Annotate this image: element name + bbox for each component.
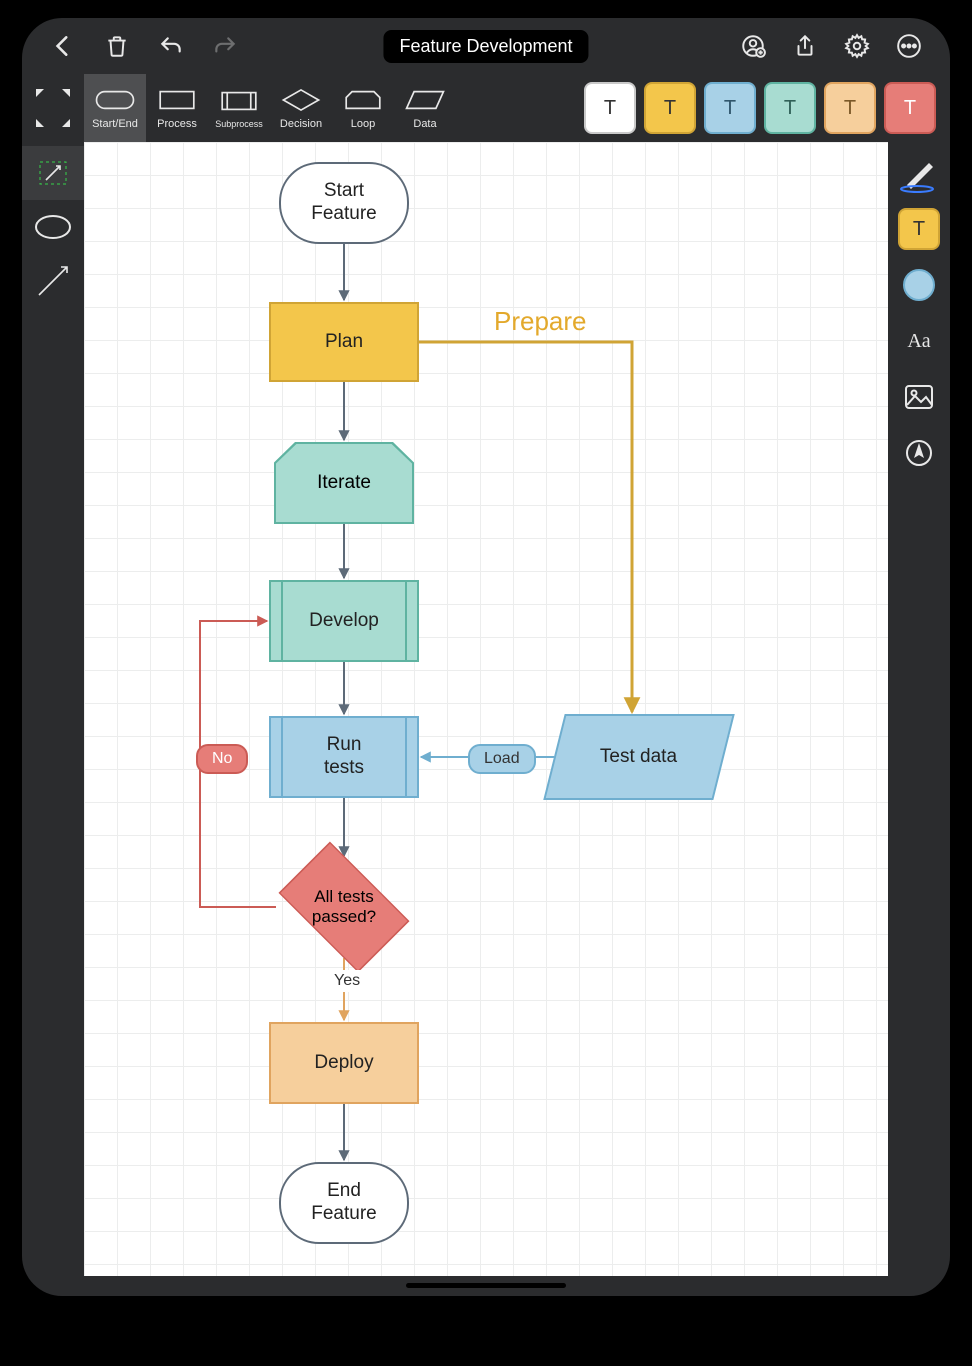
ellipse-tool[interactable]: [22, 200, 84, 254]
shape-startend[interactable]: Start/End: [84, 74, 146, 142]
shape-decision[interactable]: Decision: [270, 74, 332, 142]
font-tool[interactable]: Aa: [898, 320, 940, 362]
fill-style-tool[interactable]: [898, 264, 940, 306]
line-tool[interactable]: [22, 254, 84, 308]
swatch-0[interactable]: T: [584, 82, 636, 134]
redo-icon[interactable]: [212, 33, 238, 59]
swatch-4[interactable]: T: [824, 82, 876, 134]
home-indicator: [406, 1283, 566, 1288]
text-style-tool[interactable]: T: [898, 208, 940, 250]
edge-label[interactable]: Yes: [324, 970, 370, 992]
shape-data[interactable]: Data: [394, 74, 456, 142]
edge-label[interactable]: No: [196, 744, 248, 774]
trash-icon[interactable]: [104, 33, 130, 59]
swatch-5[interactable]: T: [884, 82, 936, 134]
profile-icon[interactable]: [740, 33, 766, 59]
canvas[interactable]: StartFeaturePlanIterateDevelopRuntestsTe…: [84, 142, 888, 1276]
marker-tool[interactable]: [898, 432, 940, 474]
right-tool-rail: T Aa: [888, 142, 950, 474]
document-title[interactable]: Feature Development: [383, 30, 588, 63]
settings-icon[interactable]: [844, 33, 870, 59]
edge-label[interactable]: Load: [468, 744, 536, 774]
swatch-3[interactable]: T: [764, 82, 816, 134]
device-frame: Feature Development Start/EndProcessSubp…: [22, 18, 950, 1296]
menubar: Feature Development: [22, 18, 950, 74]
pen-tool[interactable]: [898, 152, 940, 194]
shape-toolbar: Start/EndProcessSubprocessDecisionLoopDa…: [22, 74, 950, 142]
share-icon[interactable]: [792, 33, 818, 59]
edge-label[interactable]: Prepare: [484, 304, 597, 339]
canvas-fit-icon[interactable]: [22, 74, 84, 142]
swatch-1[interactable]: T: [644, 82, 696, 134]
select-tool[interactable]: [22, 146, 84, 200]
swatch-2[interactable]: T: [704, 82, 756, 134]
back-icon[interactable]: [50, 33, 76, 59]
undo-icon[interactable]: [158, 33, 184, 59]
more-icon[interactable]: [896, 33, 922, 59]
shape-subprocess[interactable]: Subprocess: [208, 74, 270, 142]
flow-labels: Prepare Load No Yes: [84, 142, 888, 1276]
shape-process[interactable]: Process: [146, 74, 208, 142]
color-swatches: TTTTTT: [584, 82, 950, 134]
image-tool[interactable]: [898, 376, 940, 418]
shape-loop[interactable]: Loop: [332, 74, 394, 142]
left-tool-rail: [22, 142, 84, 308]
